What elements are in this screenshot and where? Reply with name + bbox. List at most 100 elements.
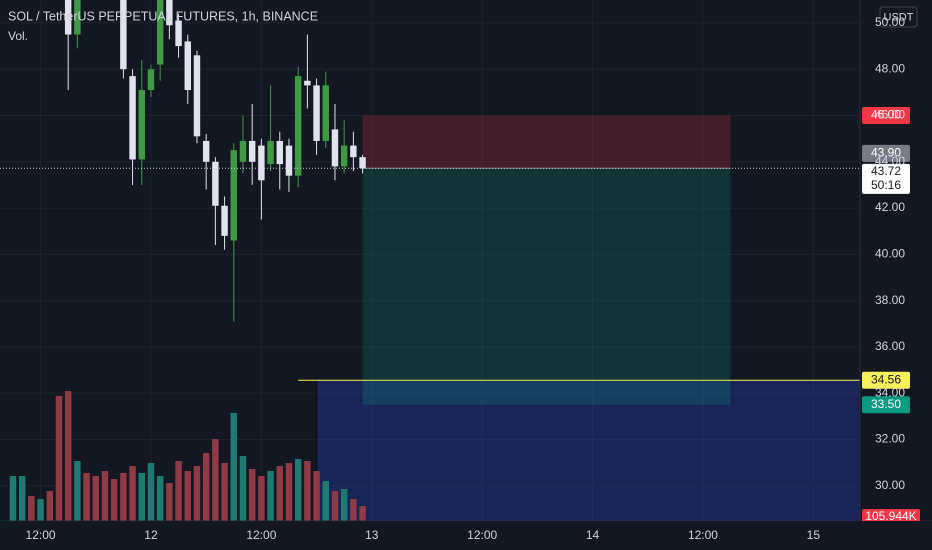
price-label: 43.72 — [871, 164, 901, 178]
volume-bar — [46, 490, 53, 521]
volume-bar — [9, 475, 17, 521]
volume-bar — [276, 465, 283, 521]
y-tick-label: 40.00 — [875, 247, 905, 261]
volume-bar — [101, 470, 109, 521]
volume-bar — [221, 462, 228, 521]
candle-body — [304, 80, 311, 86]
volume-bar — [120, 472, 127, 521]
y-tick-label: 44.00 — [875, 154, 905, 168]
volume-bar — [322, 480, 329, 521]
candle-body — [285, 145, 293, 176]
candle-body — [258, 145, 265, 181]
price-label: 34.56 — [871, 372, 901, 386]
price-label: 46.00 — [871, 108, 901, 122]
volume-bar — [267, 470, 274, 521]
candle-body — [74, 0, 81, 35]
volume-bar — [340, 488, 348, 521]
volume-label: Vol. — [8, 29, 28, 43]
x-tick-label: 12 — [144, 528, 158, 542]
currency-button[interactable] — [879, 6, 918, 28]
y-tick-label: 36.00 — [875, 339, 905, 353]
x-tick-label: 12:00 — [26, 528, 56, 542]
candle-body — [193, 55, 201, 137]
candle-body — [166, 0, 173, 26]
candle-body — [120, 0, 127, 70]
volume-bar — [294, 458, 302, 521]
x-tick-label: 14 — [586, 528, 600, 542]
volume-bar — [129, 465, 136, 521]
volume-bar — [110, 478, 118, 521]
x-tick-label: 12:00 — [688, 528, 718, 542]
volume-bar — [18, 475, 26, 521]
price-label-box — [862, 396, 910, 414]
candle-body — [138, 90, 145, 160]
volume-bar — [230, 412, 237, 521]
volume-bar — [37, 498, 44, 521]
y-tick-label: 32.00 — [875, 432, 905, 446]
candle-body — [340, 145, 348, 167]
countdown-label: 50:16 — [871, 178, 901, 192]
candle-body — [129, 76, 136, 160]
volume-price-label: 105.944K — [865, 509, 916, 523]
volume-bar — [239, 455, 247, 521]
volume-bar — [92, 475, 99, 521]
candle-body — [230, 150, 237, 241]
candle-body — [175, 20, 182, 47]
rectangle-drawing — [316, 380, 860, 521]
candle-body — [239, 140, 247, 162]
x-tick-label: 12:00 — [467, 528, 497, 542]
y-tick-label: 34.00 — [875, 385, 905, 399]
volume-bar — [212, 438, 219, 521]
candle-body — [221, 205, 228, 236]
volume-bar — [202, 452, 210, 521]
x-tick-label: 12:00 — [246, 528, 276, 542]
volume-bar — [83, 472, 90, 521]
volume-bar — [304, 460, 311, 521]
volume-bar — [184, 470, 191, 521]
plot-area — [0, 0, 860, 521]
y-tick-label: 48.00 — [875, 61, 905, 75]
volume-bar — [64, 390, 72, 521]
candle-body — [147, 69, 155, 91]
candle-body — [331, 129, 339, 167]
candle-body — [322, 85, 329, 141]
volume-bar — [55, 395, 63, 521]
volume-bar — [74, 460, 81, 521]
time-axis — [0, 521, 932, 550]
volume-bar — [258, 475, 265, 521]
price-label: 33.50 — [871, 397, 901, 411]
price-label-box — [862, 106, 910, 124]
volume-bar — [175, 460, 182, 521]
candle-body — [202, 140, 210, 162]
volume-bar — [138, 472, 145, 521]
candle-body — [359, 157, 366, 169]
volume-bar — [285, 462, 293, 521]
candle-body — [267, 140, 274, 165]
y-tick-label: 46.00 — [875, 108, 905, 122]
candle-body — [294, 76, 302, 176]
candle-body — [350, 145, 357, 158]
candle-body — [156, 0, 164, 65]
volume-bar — [313, 470, 320, 521]
candle-body — [64, 0, 72, 35]
target-zone — [362, 168, 731, 405]
y-tick-label: 50.00 — [875, 15, 905, 29]
volume-bar — [350, 498, 357, 521]
y-tick-label: 30.00 — [875, 478, 905, 492]
price-label-box — [862, 163, 910, 194]
price-axis — [860, 0, 932, 550]
candle-body — [212, 161, 219, 206]
candle-body — [313, 85, 320, 141]
volume-bar — [359, 505, 366, 521]
candle-body — [248, 140, 256, 162]
currency-label[interactable]: USDT — [884, 11, 914, 23]
price-label: 43.90 — [871, 146, 901, 160]
volume-bar — [156, 475, 164, 521]
stop-zone — [362, 115, 731, 169]
chart-title: SOL / TetherUS PERPETUAL FUTURES, 1h, BI… — [8, 9, 318, 23]
x-tick-label: 13 — [365, 528, 379, 542]
price-label-box — [862, 371, 910, 389]
volume-bar — [166, 482, 173, 521]
